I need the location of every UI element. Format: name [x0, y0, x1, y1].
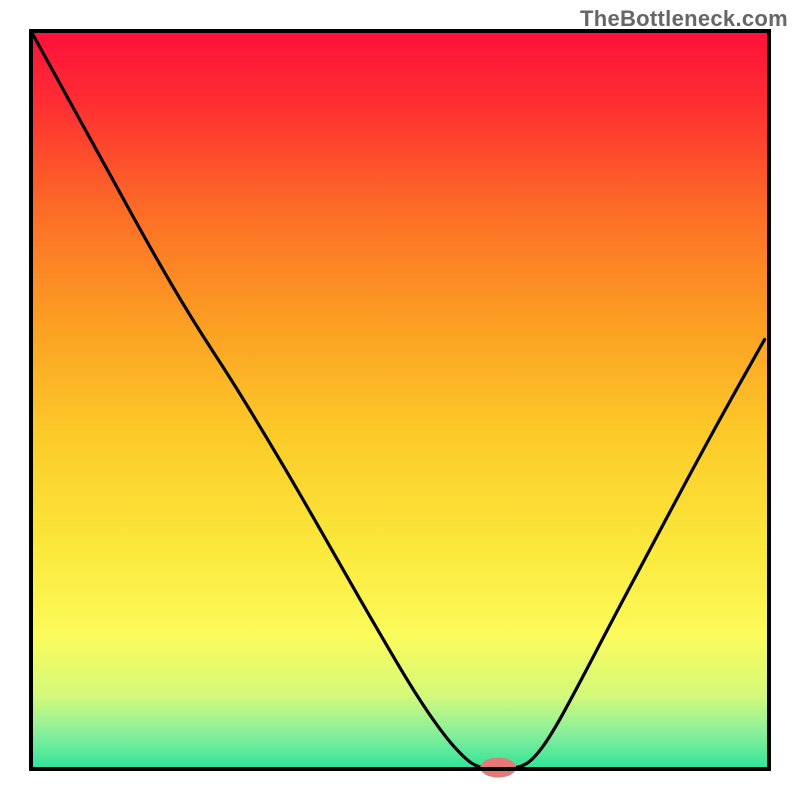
plot-area — [31, 31, 769, 778]
gradient-background — [31, 31, 769, 769]
chart-svg — [0, 0, 800, 800]
watermark-text: TheBottleneck.com — [580, 6, 788, 32]
chart-container: TheBottleneck.com — [0, 0, 800, 800]
